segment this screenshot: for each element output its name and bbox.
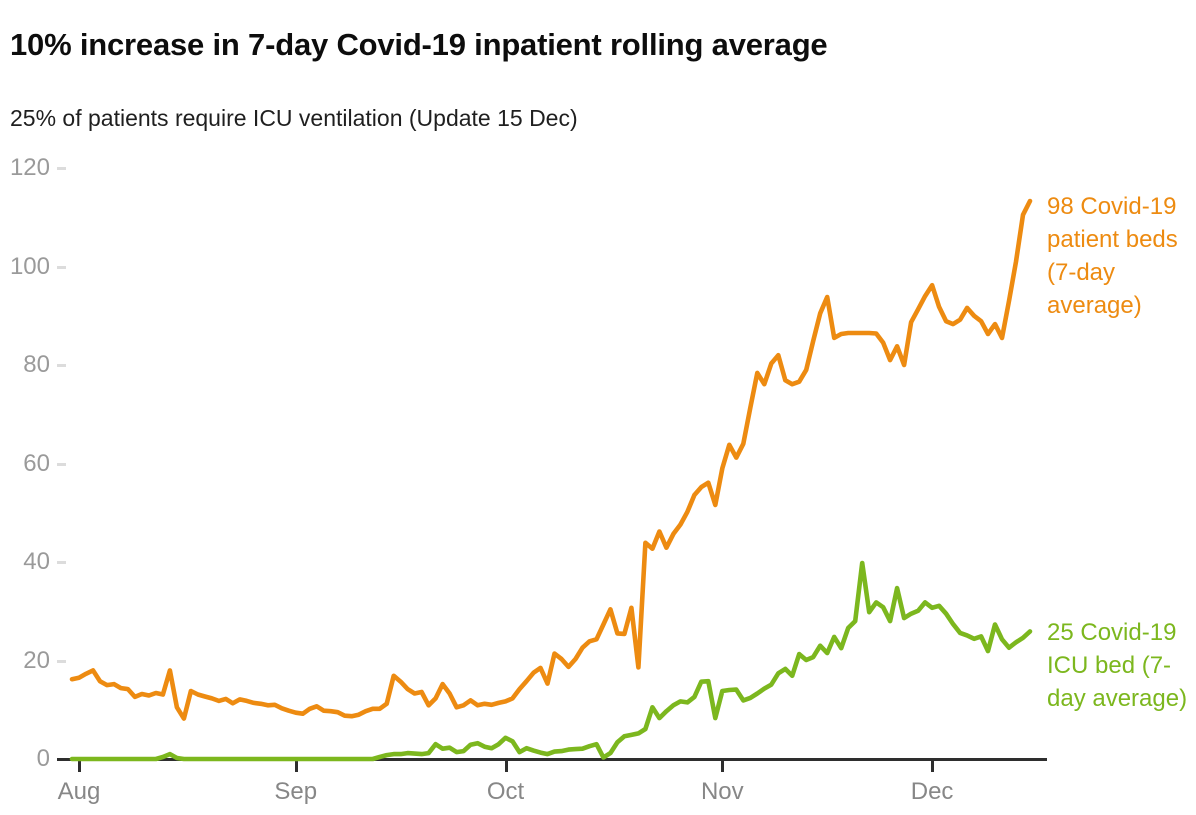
annotation-patient-beds: 98 Covid-19 patient beds (7-day average) — [1047, 193, 1178, 319]
y-axis-tick-dash — [57, 659, 66, 663]
x-axis-tick-mark — [77, 759, 81, 772]
x-axis-tick-label: Nov — [700, 778, 744, 805]
y-axis-tick-label: 60 — [23, 449, 50, 477]
patient-beds-line — [69, 198, 1033, 721]
y-axis-tick-label: 80 — [23, 351, 50, 378]
x-axis-tick-label: Oct — [486, 778, 525, 805]
page-subtitle: 25% of patients require ICU ventilation … — [10, 105, 578, 131]
y-axis-tick-label: 40 — [23, 548, 50, 575]
y-axis-tick-dash — [57, 364, 66, 367]
y-axis-tick-dash — [57, 561, 66, 564]
x-axis-tick-label: Aug — [57, 778, 101, 805]
x-axis-tick-label: Sep — [274, 778, 318, 805]
x-axis-line — [57, 758, 1047, 761]
x-axis-tick-mark — [931, 759, 935, 772]
y-axis-tick-label: 0 — [36, 745, 50, 772]
y-axis-tick-label: 120 — [9, 154, 50, 181]
y-axis-tick-dash — [57, 167, 66, 170]
y-axis-tick-label: 20 — [23, 646, 50, 674]
annotation-icu-beds: 25 Covid-19 ICU bed (7- day average) — [1047, 619, 1188, 712]
x-axis-tick-mark — [504, 759, 508, 772]
page-title: 10% increase in 7-day Covid-19 inpatient… — [10, 26, 828, 62]
x-axis-tick-mark — [294, 759, 298, 772]
icu-beds-line — [69, 560, 1033, 762]
y-axis-tick-dash — [57, 462, 66, 466]
y-axis-tick-label: 100 — [9, 252, 50, 280]
y-axis-tick-dash — [57, 265, 66, 269]
x-axis-tick-mark — [721, 759, 725, 772]
x-axis-tick-label: Dec — [910, 778, 954, 805]
